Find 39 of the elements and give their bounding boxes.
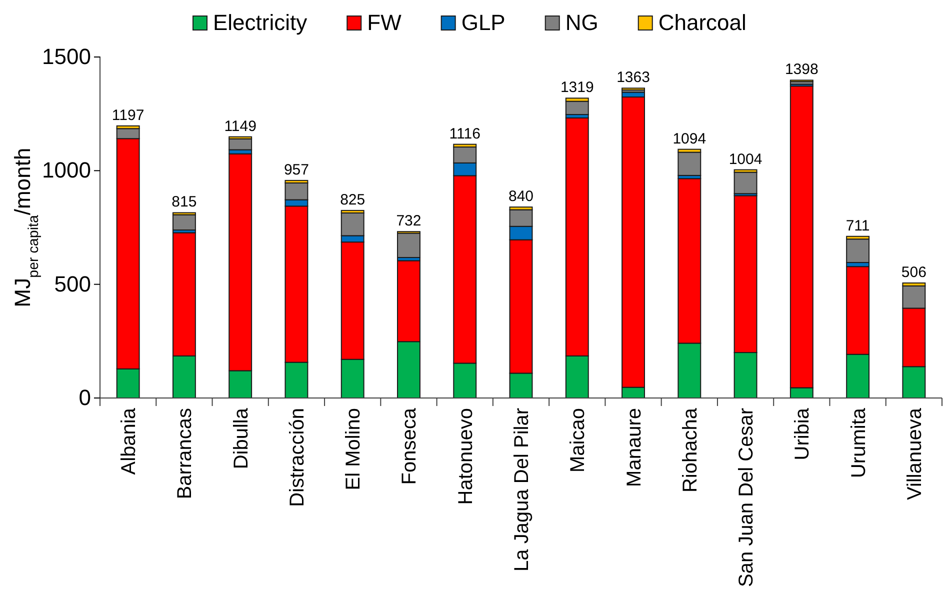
total-label: 815 bbox=[172, 194, 197, 211]
total-label: 825 bbox=[340, 191, 366, 208]
x-tick-label: La Jagua Del Pilar bbox=[511, 408, 533, 572]
total-label: 506 bbox=[901, 264, 926, 281]
total-label: 1398 bbox=[784, 61, 818, 78]
total-label: 711 bbox=[846, 217, 870, 234]
x-tick-label: Dibulla bbox=[230, 407, 252, 470]
total-label: 957 bbox=[284, 161, 309, 178]
total-label: 1197 bbox=[112, 106, 144, 124]
x-tick-label: El Molino bbox=[342, 408, 365, 490]
total-label: 1319 bbox=[560, 79, 594, 96]
x-tick-label: Villanueva bbox=[904, 407, 926, 500]
x-tick-label: Fonseca bbox=[398, 407, 421, 485]
x-tick-label: Albania bbox=[118, 407, 140, 475]
total-label: 1094 bbox=[672, 130, 706, 148]
total-label: 1116 bbox=[449, 125, 480, 142]
total-label: 1004 bbox=[728, 150, 762, 168]
total-label: 1363 bbox=[616, 69, 650, 86]
legend-label: GLP bbox=[461, 10, 506, 35]
y-tick-label: 1500 bbox=[42, 44, 91, 70]
legend-label: NG bbox=[565, 10, 598, 35]
x-tick-label: Hatonuevo bbox=[454, 408, 477, 505]
x-tick-label: Riohacha bbox=[679, 407, 702, 493]
total-label: 840 bbox=[508, 188, 534, 206]
x-tick-label: Distracción bbox=[286, 408, 308, 507]
legend-label: Electricity bbox=[213, 10, 308, 35]
y-tick-label: 0 bbox=[78, 385, 91, 410]
x-tick-label: Uribia bbox=[792, 407, 814, 460]
x-tick-label: Maicao bbox=[567, 408, 590, 472]
x-tick-label: Urumita bbox=[848, 407, 870, 478]
y-tick-label: 1000 bbox=[42, 158, 91, 183]
legend-label: Charcoal bbox=[658, 10, 746, 35]
x-tick-label: Manaure bbox=[623, 408, 646, 487]
legend-label: FW bbox=[367, 10, 402, 35]
total-label: 1149 bbox=[224, 118, 256, 135]
y-tick-label: 500 bbox=[54, 271, 91, 296]
total-label: 732 bbox=[396, 212, 422, 230]
x-tick-label: Barrancas bbox=[174, 408, 196, 500]
x-tick-label: San Juan Del Cesar bbox=[736, 408, 758, 587]
